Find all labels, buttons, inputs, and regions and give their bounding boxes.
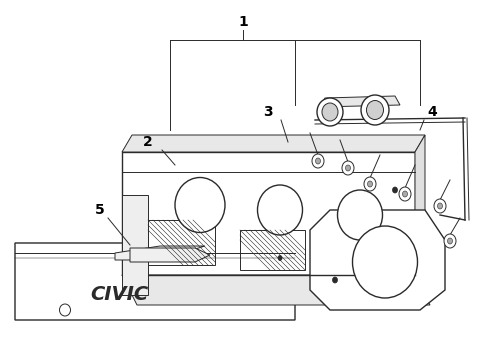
Text: 3: 3 xyxy=(263,105,273,119)
Text: 4: 4 xyxy=(427,105,437,119)
Ellipse shape xyxy=(434,199,446,213)
Polygon shape xyxy=(148,220,215,265)
Ellipse shape xyxy=(278,256,282,261)
Text: 2: 2 xyxy=(143,135,153,149)
Ellipse shape xyxy=(368,181,372,187)
Ellipse shape xyxy=(444,234,456,248)
Ellipse shape xyxy=(316,158,320,164)
Ellipse shape xyxy=(367,100,384,120)
Ellipse shape xyxy=(258,185,302,235)
Ellipse shape xyxy=(352,226,417,298)
Polygon shape xyxy=(122,135,425,152)
Ellipse shape xyxy=(364,177,376,191)
Polygon shape xyxy=(415,135,425,275)
Ellipse shape xyxy=(342,161,354,175)
Ellipse shape xyxy=(175,177,225,233)
Ellipse shape xyxy=(447,238,452,244)
Polygon shape xyxy=(310,210,445,310)
Polygon shape xyxy=(122,152,415,275)
Ellipse shape xyxy=(399,187,411,201)
Ellipse shape xyxy=(317,98,343,126)
Polygon shape xyxy=(240,230,305,270)
Polygon shape xyxy=(130,248,210,262)
Polygon shape xyxy=(320,96,400,107)
Text: 1: 1 xyxy=(238,15,248,29)
Ellipse shape xyxy=(59,304,71,316)
Ellipse shape xyxy=(322,103,338,121)
Polygon shape xyxy=(122,275,430,305)
Text: CIVIC: CIVIC xyxy=(90,285,148,305)
Ellipse shape xyxy=(338,190,383,240)
Ellipse shape xyxy=(361,95,389,125)
Polygon shape xyxy=(115,246,205,260)
Ellipse shape xyxy=(312,154,324,168)
Ellipse shape xyxy=(392,187,397,193)
Ellipse shape xyxy=(402,191,408,197)
Polygon shape xyxy=(15,243,320,320)
Ellipse shape xyxy=(345,165,350,171)
Ellipse shape xyxy=(438,203,442,209)
Text: 5: 5 xyxy=(95,203,105,217)
Polygon shape xyxy=(122,195,148,295)
Ellipse shape xyxy=(333,277,338,283)
